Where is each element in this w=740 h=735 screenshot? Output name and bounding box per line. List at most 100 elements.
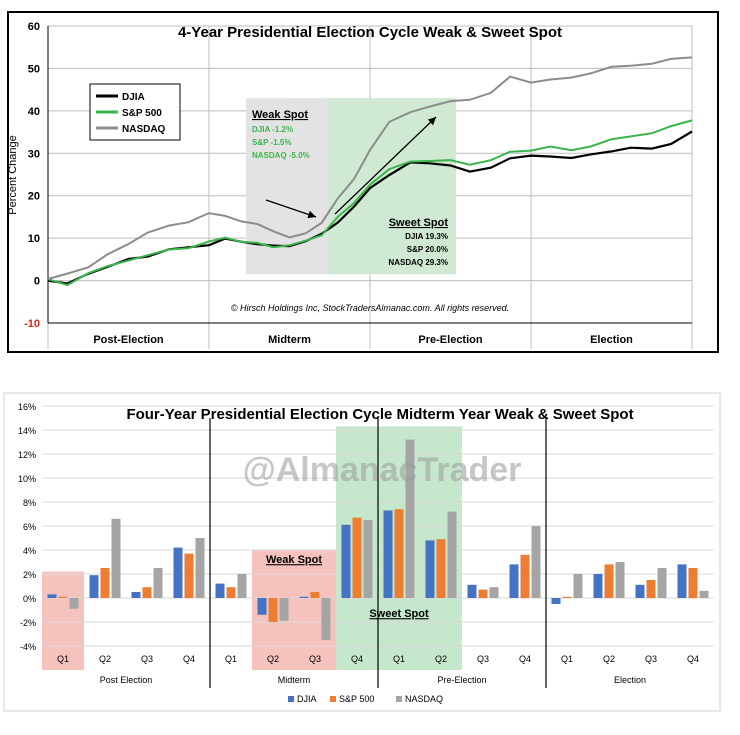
x-category-label: Q4 (351, 654, 363, 664)
series-line-s-p-500 (47, 119, 693, 287)
bar-djia (425, 540, 435, 598)
y-tick-label: 4% (23, 546, 36, 556)
weak-spot-stat: S&P -1.5% (252, 138, 291, 147)
copyright-note: © Hirsch Holdings Inc, StockTradersAlman… (231, 303, 509, 313)
top-line-chart: 60 50 40 30 20 10 0 -10 4-Year Presidential Elec… (7, 11, 719, 353)
y-tick-label: 0 (34, 276, 40, 288)
y-axis-label: Percent Change (7, 135, 19, 215)
sweet-spot-stat: S&P 20.0% (407, 245, 448, 254)
x-category-label: Q4 (687, 654, 699, 664)
y-tick-label: 0% (23, 594, 36, 604)
bar-djia (299, 596, 309, 598)
x-group-label: Election (614, 675, 646, 685)
x-category-label: Q2 (99, 654, 111, 664)
bar-djia (215, 583, 225, 598)
bar-nasdaq (195, 538, 205, 598)
bar-djia (47, 594, 57, 598)
bar-nasdaq (111, 518, 121, 598)
bar-nasdaq (447, 511, 457, 598)
legend-label: NASDAQ (405, 694, 443, 704)
bottom-bar-chart: 16% 14% 12% 10% 8% 6% 4% 2% 0% -2% -4% @AlmanacTrad… (3, 392, 721, 712)
x-category-label: Q4 (183, 654, 195, 664)
bar-djia (551, 598, 561, 604)
bar-s-p-500 (562, 596, 572, 598)
y-tick-label: -10 (24, 318, 40, 330)
bar-djia (341, 524, 351, 598)
bar-s-p-500 (520, 554, 530, 598)
y-tick-label: 14% (18, 426, 36, 436)
x-category-label: Q1 (393, 654, 405, 664)
weak-spot-stat: NASDAQ -5.0% (252, 151, 310, 160)
weak-spot-label: Weak Spot (266, 554, 322, 566)
bar-s-p-500 (58, 596, 68, 598)
y-tick-label: 8% (23, 498, 36, 508)
bar-nasdaq (405, 439, 415, 598)
bar-s-p-500 (310, 592, 320, 598)
bar-nasdaq (573, 574, 583, 598)
weak-spot-stat: DJIA -1.2% (252, 125, 293, 134)
legend-swatch (288, 696, 294, 702)
bar-s-p-500 (688, 568, 698, 598)
y-tick-label: 16% (18, 402, 36, 412)
bar-djia (383, 510, 393, 598)
watermark-text: @AlmanacTrader (243, 451, 522, 489)
sweet-spot-arrow (334, 116, 437, 215)
legend-label: S&P 500 (339, 694, 374, 704)
y-tick-label: 10% (18, 474, 36, 484)
bar-djia (257, 598, 267, 615)
y-tick-label: 30 (28, 148, 40, 160)
bar-djia (131, 592, 141, 598)
sweet-spot-label: Sweet Spot (369, 608, 429, 620)
legend-label: S&P 500 (122, 108, 162, 119)
bar-s-p-500 (394, 509, 404, 598)
bar-s-p-500 (436, 539, 446, 598)
legend-swatch (396, 696, 402, 702)
bar-s-p-500 (268, 598, 278, 622)
y-tick-label: 20 (28, 191, 40, 203)
y-tick-label: 12% (18, 450, 36, 460)
x-category-label: Q3 (309, 654, 321, 664)
bar-djia (467, 584, 477, 598)
bar-nasdaq (699, 590, 709, 598)
bar-s-p-500 (604, 564, 614, 598)
bar-nasdaq (237, 574, 247, 598)
x-category-label: Q2 (435, 654, 447, 664)
bar-s-p-500 (478, 589, 488, 598)
sweet-spot-title: Sweet Spot (389, 217, 449, 229)
bar-djia (677, 564, 687, 598)
x-group-label: Post Election (100, 675, 153, 685)
y-tick-label: 2% (23, 570, 36, 580)
bar-s-p-500 (226, 587, 236, 598)
bar-nasdaq (531, 526, 541, 598)
y-tick-label: -4% (20, 642, 36, 652)
chart-title: Four-Year Presidential Election Cycle Mi… (126, 406, 633, 423)
y-tick-label: 10 (28, 233, 40, 245)
x-category-label: Q4 (519, 654, 531, 664)
bar-djia (509, 564, 519, 598)
bar-djia (593, 574, 603, 598)
sweet-spot-stat: DJIA 19.3% (405, 232, 448, 241)
legend-label: DJIA (122, 92, 145, 103)
bar-nasdaq (69, 598, 79, 609)
x-category-label: Q2 (267, 654, 279, 664)
x-category-label: Pre-Election (418, 334, 482, 346)
sweet-spot-stat: NASDAQ 29.3% (388, 258, 448, 267)
x-category-label: Q1 (57, 654, 69, 664)
x-category-label: Q3 (645, 654, 657, 664)
legend-label: DJIA (297, 694, 317, 704)
bar-s-p-500 (142, 587, 152, 598)
y-tick-label: 40 (28, 106, 40, 118)
bar-djia (173, 547, 183, 598)
x-category-label: Q3 (141, 654, 153, 664)
bar-s-p-500 (352, 517, 362, 598)
bar-nasdaq (279, 598, 289, 621)
q1-weak-zone (42, 571, 84, 670)
bar-djia (635, 584, 645, 598)
x-category-label: Midterm (268, 334, 311, 346)
bar-s-p-500 (184, 553, 194, 598)
x-category-label: Post-Election (93, 334, 164, 346)
x-group-label: Pre-Election (437, 675, 486, 685)
x-category-label: Q1 (225, 654, 237, 664)
x-category-label: Q2 (603, 654, 615, 664)
bar-nasdaq (657, 568, 667, 598)
